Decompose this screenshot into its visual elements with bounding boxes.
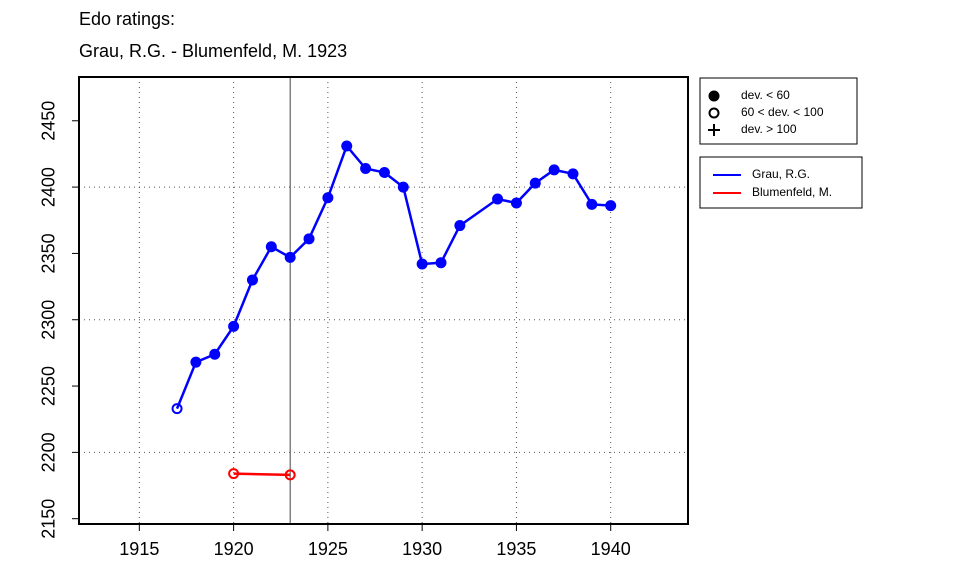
point — [284, 251, 296, 263]
point — [492, 193, 504, 205]
point — [605, 200, 617, 212]
point — [510, 197, 522, 209]
point — [228, 468, 240, 480]
point — [303, 233, 315, 245]
point — [548, 164, 560, 176]
chart-title: Edo ratings: — [79, 9, 175, 29]
chart-subtitle: Grau, R.G. - Blumenfeld, M. 1923 — [79, 41, 347, 61]
y-tick-label: 2200 — [39, 432, 59, 472]
point — [708, 124, 720, 136]
point — [378, 167, 390, 179]
point — [708, 107, 720, 119]
legend-label: dev. > 100 — [741, 122, 797, 136]
x-tick-label: 1940 — [591, 539, 631, 559]
x-tick-label: 1920 — [214, 539, 254, 559]
point — [586, 198, 598, 210]
x-tick-label: 1930 — [402, 539, 442, 559]
plot-frame — [78, 76, 689, 525]
point — [397, 181, 409, 193]
point — [529, 177, 541, 189]
series-line — [175, 143, 611, 410]
point — [454, 220, 466, 232]
point — [190, 356, 202, 368]
point — [360, 163, 372, 175]
y-tick-label: 2250 — [39, 366, 59, 406]
point — [171, 403, 183, 415]
y-tick-label: 2450 — [39, 101, 59, 141]
y-tick-label: 2350 — [39, 233, 59, 273]
point — [265, 241, 277, 253]
x-tick-label: 1925 — [308, 539, 348, 559]
y-tick-label: 2150 — [39, 499, 59, 539]
point — [708, 90, 720, 102]
point — [567, 168, 579, 180]
series-line — [233, 472, 291, 477]
y-tick-label: 2400 — [39, 167, 59, 207]
legend-label: 60 < dev. < 100 — [741, 105, 824, 119]
legend-label: dev. < 60 — [741, 88, 790, 102]
y-tick-label: 2300 — [39, 300, 59, 340]
point — [209, 348, 221, 360]
x-tick-label: 1915 — [119, 539, 159, 559]
point — [416, 258, 428, 270]
legend-box — [699, 77, 858, 145]
point — [322, 192, 334, 204]
legend-label: Grau, R.G. — [752, 167, 810, 181]
legend-box — [699, 156, 863, 209]
point — [246, 274, 258, 286]
legend-label: Blumenfeld, M. — [752, 185, 832, 199]
x-tick-label: 1935 — [496, 539, 536, 559]
point — [228, 320, 240, 332]
point — [284, 469, 296, 481]
point — [435, 257, 447, 269]
point — [341, 140, 353, 152]
